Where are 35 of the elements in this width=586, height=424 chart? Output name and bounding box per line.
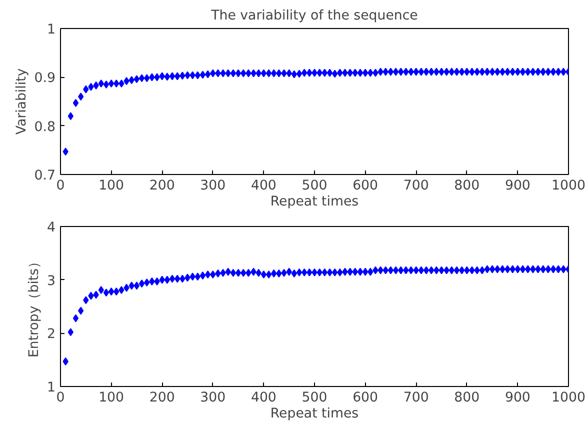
x-tick-label: 300 (200, 178, 226, 194)
y-tick-label: 0.7 (34, 168, 56, 184)
x-tick-label: 400 (250, 178, 276, 194)
y-tick-label: 1 (47, 380, 56, 396)
x-tick-label: 0 (56, 390, 65, 406)
x-tick-label: 200 (149, 178, 175, 194)
chart-title: The variability of the sequence (210, 8, 418, 24)
y-tick-label: 2 (47, 327, 56, 342)
x-tick-label: 100 (98, 390, 124, 406)
x-tick-label: 300 (200, 390, 226, 406)
x-tick-label: 900 (504, 178, 530, 194)
x-tick-label: 800 (454, 178, 480, 194)
y-tick-label: 4 (47, 220, 56, 236)
x-tick-label: 900 (504, 390, 530, 406)
y-axis-title: Entropy（bits） (27, 255, 42, 358)
y-axis-title: Variability (14, 68, 30, 135)
x-tick-label: 700 (403, 390, 429, 406)
x-tick-label: 1000 (552, 178, 586, 194)
x-axis-title: Repeat times (270, 194, 359, 210)
y-tick-label: 0.9 (34, 71, 56, 86)
x-tick-label: 200 (149, 390, 175, 406)
y-tick-label: 1 (47, 22, 56, 38)
x-tick-label: 600 (352, 178, 378, 194)
y-tick-label: 3 (47, 274, 56, 289)
x-tick-label: 700 (403, 178, 429, 194)
x-tick-label: 400 (250, 390, 276, 406)
x-tick-label: 800 (454, 390, 480, 406)
x-tick-label: 600 (352, 390, 378, 406)
x-tick-label: 500 (302, 390, 328, 406)
y-tick-label: 0.8 (34, 120, 56, 135)
x-tick-label: 500 (302, 178, 328, 194)
x-tick-label: 100 (98, 178, 124, 194)
x-tick-label: 0 (56, 178, 65, 194)
x-axis-title: Repeat times (270, 406, 359, 422)
x-tick-label: 1000 (552, 390, 586, 406)
